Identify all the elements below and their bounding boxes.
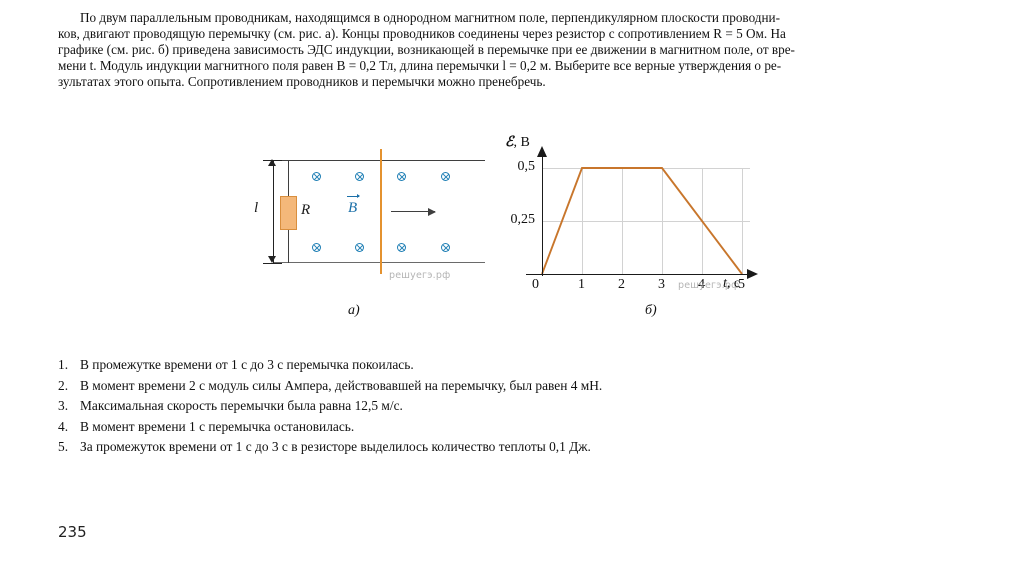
velocity-arrow-icon [391,207,436,216]
y-axis-label: ℰ, В [505,135,530,150]
rail-top [273,160,485,161]
y-tick-label-0.5: 0,5 [517,159,536,174]
field-into-page-icon [312,172,321,181]
x-tick-label-1: 1 [578,277,585,292]
x-axis-arrow-icon [747,269,758,279]
watermark: решуегэ.рф [678,280,740,291]
figure-a-circuit-diagram: l R B решуегэ.рф [254,138,485,298]
field-into-page-icon [355,172,364,181]
x-tick-label-0: 0 [532,277,539,292]
list-item-number: 4. [58,418,69,434]
dimension-arrow-down-icon [267,256,276,263]
field-into-page-icon [397,172,406,181]
emf-symbol: ℰ [505,135,514,150]
dimension-tick-bottom [263,263,282,264]
page-number: 235 [58,523,87,541]
x-tick-label-5: 5 [738,277,745,292]
list-item-text: В момент времени 2 с модуль силы Ампера,… [80,377,603,393]
emf-curve [541,167,743,275]
problem-line: графике (см. рис. б) приведена зависимос… [58,41,795,57]
b-vector-symbol: B [346,193,361,216]
problem-line: зультатах этого опыта. Сопротивлением пр… [58,73,546,89]
emf-unit: В [520,135,530,150]
time-symbol: t [723,276,727,291]
problem-line: По двум параллельным проводникам, находя… [80,10,780,25]
length-dimension-line [273,160,274,263]
x-tick-label-4: 4 [698,277,705,292]
figures-area: l R B решуегэ.рф а) ℰ, В [0,128,1024,328]
field-into-page-icon [397,243,406,252]
list-item: 1. В промежутке времени от 1 с до 3 с пе… [58,355,858,376]
x-axis-label: t, с [723,276,741,291]
list-item: 3. Максимальная скорость перемычки была … [58,396,858,417]
list-item: 5. За промежуток времени от 1 с до 3 с в… [58,437,858,458]
rail-bottom [273,262,485,263]
list-item-text: Максимальная скорость перемычки была рав… [80,398,403,414]
y-axis-arrow-icon [537,146,548,157]
statements-list: 1. В промежутке времени от 1 с до 3 с пе… [58,355,858,458]
list-item-number: 1. [58,357,69,372]
conducting-bar [380,149,383,274]
y-axis [542,154,543,276]
list-item: 4. В момент времени 1 с перемычка остано… [58,417,858,438]
length-label: l [254,200,259,216]
resistor-label: R [301,202,311,218]
x-axis [526,274,751,275]
plot-area [541,167,750,275]
field-into-page-icon [441,172,450,181]
magnetic-field-label: B [346,193,361,217]
figure-a-caption: а) [348,303,360,318]
gridline-y-0.25 [542,221,750,222]
watermark: решуегэ.рф [389,270,451,281]
x-tick-label-2: 2 [618,277,625,292]
field-into-page-icon [312,243,321,252]
list-item-number: 3. [58,398,69,414]
problem-line: ков, двигают проводящую перемычку (см. р… [58,25,786,41]
list-item-text: За промежуток времени от 1 с до 3 с в ре… [80,439,591,455]
list-item: 2. В момент времени 2 с модуль силы Ампе… [58,376,858,397]
y-tick-label-0.25: 0,25 [510,212,536,227]
dimension-tick-top [263,160,282,161]
list-item-text: В промежутке времени от 1 с до 3 с перем… [80,357,414,372]
resistor-symbol [280,196,297,230]
problem-line: мени t. Модуль индукции магнитного поля … [58,57,782,73]
figure-b-emf-graph: ℰ, В 0,5 0,25 0 1 2 3 4 5 решуегэ.рф t, … [495,128,805,303]
x-tick-label-3: 3 [658,277,665,292]
field-into-page-icon [441,243,450,252]
list-item-number: 2. [58,377,69,393]
field-into-page-icon [355,243,364,252]
list-item-number: 5. [58,439,69,455]
list-item-text: В момент времени 1 с перемычка остановил… [80,418,355,434]
time-unit: с [733,276,741,291]
dimension-arrow-up-icon [267,159,276,166]
figure-b-caption: б) [645,303,657,318]
problem-statement: По двум параллельным проводникам, находя… [58,10,1000,90]
